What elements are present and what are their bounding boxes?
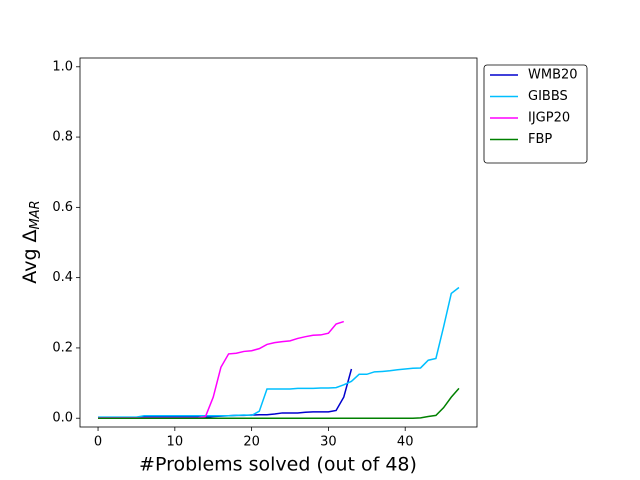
legend-label: GIBBS <box>528 89 568 104</box>
y-axis-label-sub: MAR <box>28 200 43 229</box>
y-tick-label: 0.6 <box>52 200 73 215</box>
x-tick-label: 40 <box>397 435 414 450</box>
x-tick-label: 10 <box>167 435 184 450</box>
series-line <box>98 286 460 418</box>
x-tick-label: 30 <box>320 435 337 450</box>
x-axis-label: #Problems solved (out of 48) <box>139 454 417 476</box>
y-tick-label: 0.2 <box>52 340 73 355</box>
legend-label: IJGP20 <box>528 111 570 126</box>
y-tick-label: 0.4 <box>52 270 73 285</box>
x-tick-label: 20 <box>243 435 260 450</box>
series-line <box>98 387 460 419</box>
y-axis-label-main: Avg Δ <box>19 229 41 283</box>
legend-box <box>483 64 588 164</box>
legend-label: FBP <box>528 132 552 147</box>
y-axis-label: Avg ΔMAR <box>19 200 43 283</box>
plot-frame <box>79 57 478 428</box>
y-tick-label: 1.0 <box>52 59 73 74</box>
y-tick-label: 0.0 <box>52 411 73 426</box>
legend-label: WMB20 <box>528 68 578 83</box>
x-tick-label: 0 <box>94 435 102 450</box>
y-tick-label: 0.8 <box>52 130 73 145</box>
